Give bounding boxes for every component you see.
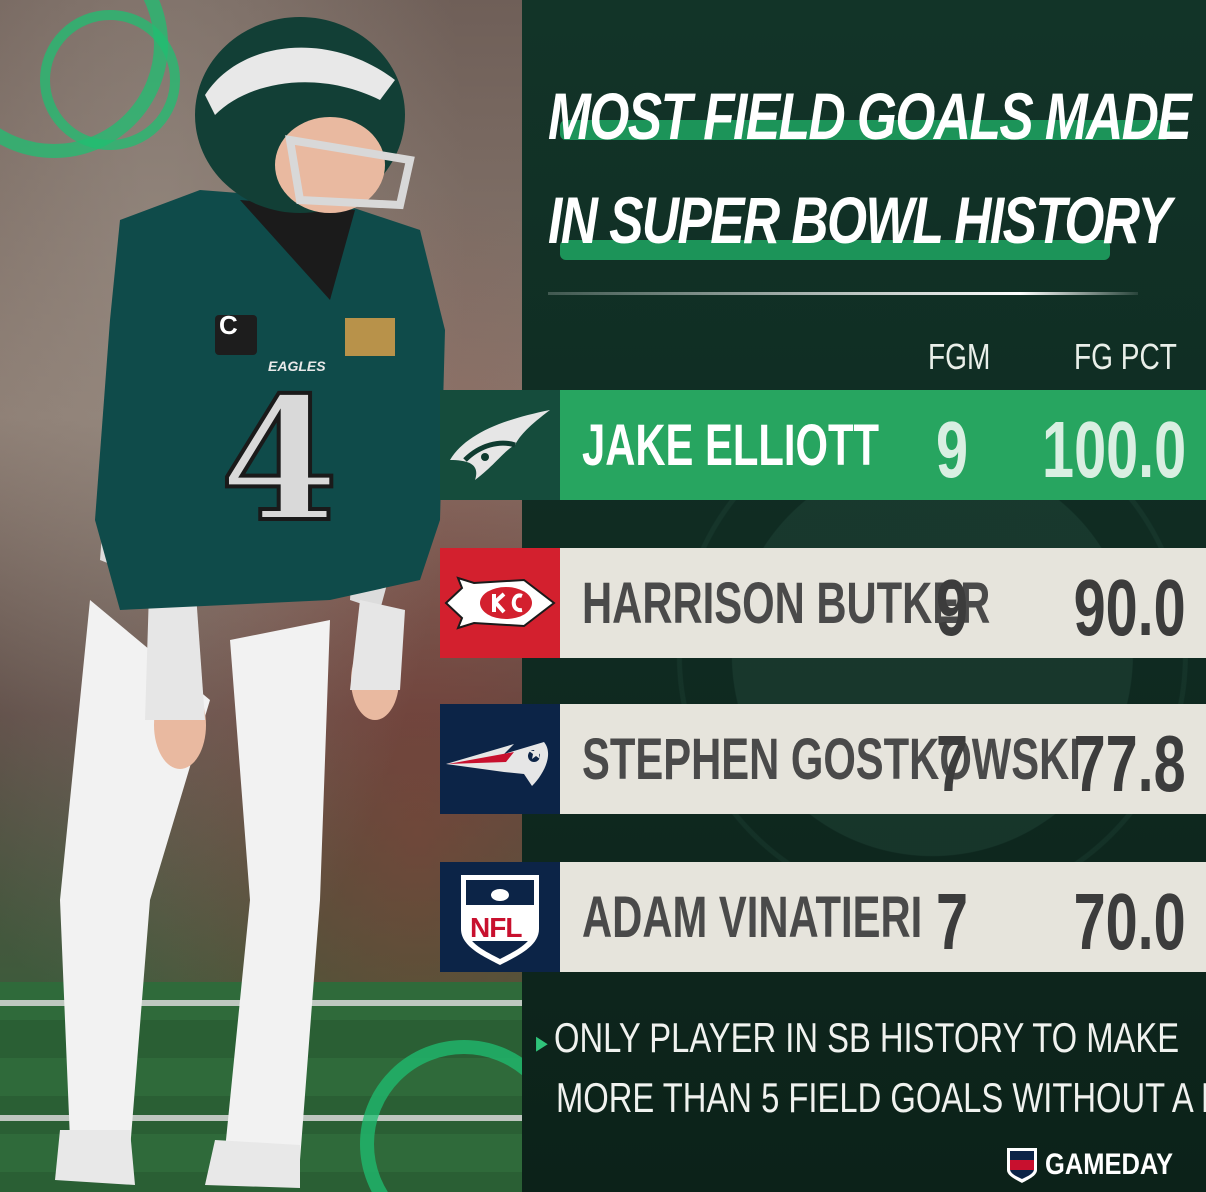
column-header-fgm: FGM <box>928 336 991 377</box>
nfl-shield-text: NFL <box>470 912 522 943</box>
fg-pct-value: 90.0 <box>1073 563 1186 652</box>
team-logo-cell <box>440 704 560 814</box>
column-header-fg-pct: FG PCT <box>1074 336 1177 377</box>
gameday-label: GAMEDAY <box>1045 1148 1174 1181</box>
team-logo-cell <box>440 548 560 658</box>
page-title-line-2: IN SUPER BOWL HISTORY <box>548 183 1172 257</box>
chiefs-logo-icon <box>444 576 556 630</box>
table-row: ADAM VINATIERI 7 70.0 <box>440 862 1206 972</box>
fg-pct-value: 70.0 <box>1073 877 1186 966</box>
footnote-line-1: ▸ ONLY PLAYER IN SB HISTORY TO MAKE <box>536 1014 1179 1062</box>
table-row: STEPHEN GOSTKOWSKI 7 77.8 <box>440 704 1206 814</box>
row-bar <box>560 862 1206 972</box>
jersey-number: 4 <box>218 358 340 562</box>
player-name: HARRISON BUTKER <box>582 571 991 636</box>
title-highlight <box>560 240 1110 260</box>
fgm-value: 9 <box>936 563 969 652</box>
eagles-logo-icon <box>450 410 550 480</box>
captain-patch: C <box>219 310 238 340</box>
row-bar <box>560 704 1206 814</box>
player-name: ADAM VINATIERI <box>582 885 923 950</box>
fgm-value: 7 <box>936 877 969 966</box>
row-bar <box>560 548 1206 658</box>
row-bar <box>560 390 1206 500</box>
fg-pct-value: 100.0 <box>1041 405 1186 494</box>
fgm-value: 7 <box>936 719 969 808</box>
kicker-figure <box>55 17 445 1188</box>
team-logo-cell <box>440 862 560 972</box>
decorative-swirl <box>40 10 180 150</box>
player-name: JAKE ELLIOTT <box>582 413 879 478</box>
fg-pct-value: 77.8 <box>1073 719 1186 808</box>
fgm-value: 9 <box>936 405 969 494</box>
footnote-text: ONLY PLAYER IN SB HISTORY TO MAKE <box>553 1014 1180 1061</box>
title-divider <box>548 292 1138 295</box>
page-title-line-1: MOST FIELD GOALS MADE <box>548 79 1192 153</box>
title-highlight <box>560 120 1170 140</box>
jersey-wordmark: EAGLES <box>268 358 326 374</box>
patriots-logo-icon <box>446 742 549 786</box>
table-row: JAKE ELLIOTT 9 100.0 <box>440 390 1206 500</box>
table-row: HARRISON BUTKER 9 90.0 <box>440 548 1206 658</box>
team-logo-cell <box>440 390 560 500</box>
player-photo: C EAGLES 4 <box>0 0 522 1192</box>
player-name: STEPHEN GOSTKOWSKI <box>582 727 1081 792</box>
nfl-gameday-logo: GAMEDAY <box>1005 1146 1196 1184</box>
nfl-shield-small-icon <box>1007 1148 1038 1183</box>
footnote-line-2: MORE THAN 5 FIELD GOALS WITHOUT A MISS <box>556 1074 1206 1121</box>
nfl-shield-icon <box>461 875 539 965</box>
bullet-arrow-icon: ▸ <box>536 1026 548 1059</box>
